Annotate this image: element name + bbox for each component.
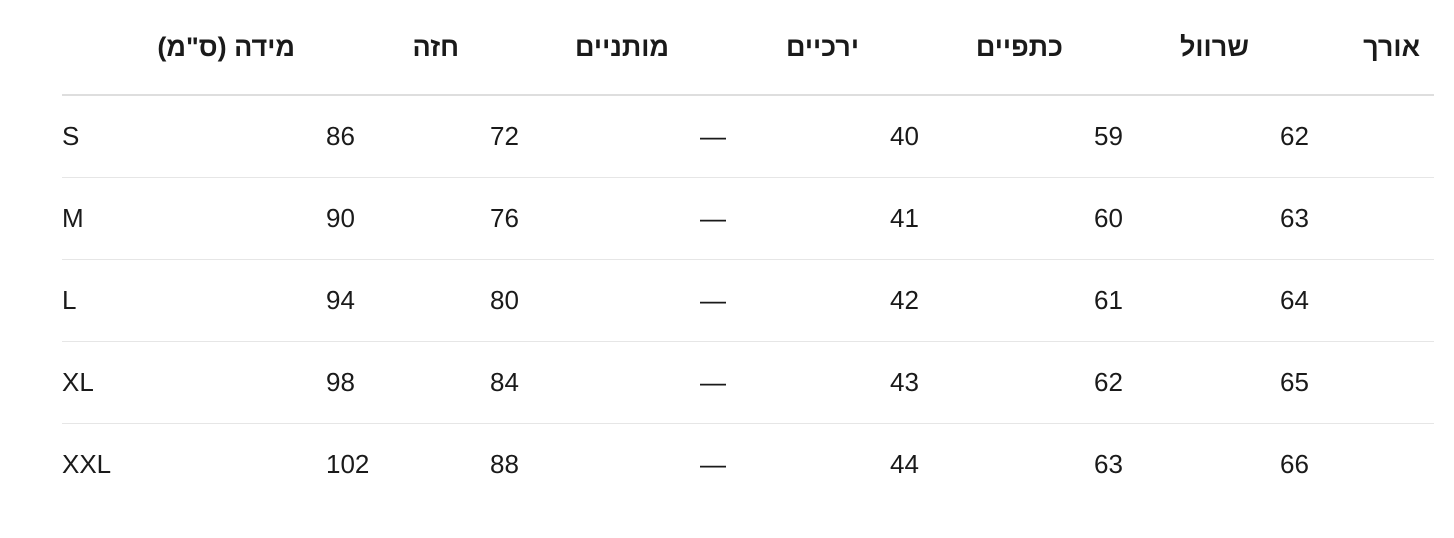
cell-sleeve: 59: [1094, 95, 1280, 178]
cell-size: M: [62, 177, 326, 260]
cell-length: 63: [1280, 177, 1434, 260]
cell-shoulders: 40: [890, 95, 1094, 178]
cell-hips: —: [700, 449, 726, 479]
cell-shoulders: 41: [890, 177, 1094, 260]
cell-shoulders: 42: [890, 259, 1094, 342]
cell-length: 66: [1280, 449, 1309, 479]
table-row: S 86 72—40 59 62: [62, 95, 1434, 178]
cell-hips: —: [700, 341, 890, 424]
cell-hips: —: [700, 259, 890, 342]
cell-chest: 90: [326, 177, 490, 260]
header-hips: ירכיים: [700, 0, 890, 96]
cell-hips: —: [700, 177, 890, 260]
cell-chest: 94: [326, 259, 490, 342]
cell-waist: 84: [490, 341, 700, 424]
table-row: XXL 102 88 — 44 63 66: [62, 424, 1434, 506]
cell-shoulders: 44: [890, 449, 919, 479]
cell-sleeve: 63: [1094, 449, 1123, 479]
header-row: מידה (ס"מ) חזה מותניים ירכיים כתפיים שרו…: [62, 0, 1434, 96]
table-row: M 90 76—41 60 63: [62, 177, 1434, 260]
cell-waist: 72: [490, 95, 700, 178]
cell-shoulders: 43: [890, 341, 1094, 424]
cell-size: L: [62, 259, 326, 342]
size-chart-table: מידה (ס"מ) חזה מותניים ירכיים כתפיים שרו…: [62, 0, 1434, 505]
cell-chest: 86: [326, 95, 490, 178]
header-sleeve: שרוול: [1094, 0, 1280, 96]
cell-sleeve: 62: [1094, 341, 1280, 424]
header-size: מידה (ס"מ): [62, 0, 326, 96]
header-length: אורך: [1280, 0, 1434, 96]
cell-chest: 98: [326, 341, 490, 424]
cell-size: XXL: [62, 449, 112, 479]
cell-length: 64: [1280, 259, 1434, 342]
cell-size: XL: [62, 341, 326, 424]
table-row: L 94 80—42 61 64: [62, 259, 1434, 342]
header-shoulders: כתפיים: [890, 0, 1094, 96]
cell-sleeve: 60: [1094, 177, 1280, 260]
cell-length: 65: [1280, 341, 1434, 424]
cell-waist: 88: [490, 449, 519, 479]
cell-sleeve: 61: [1094, 259, 1280, 342]
header-waist: מותניים: [490, 0, 700, 96]
header-chest: חזה: [326, 0, 490, 96]
cell-waist: 76: [490, 177, 700, 260]
table-row: XL 98 84—43 62 65: [62, 341, 1434, 424]
cell-size: S: [62, 95, 326, 178]
cell-hips: —: [700, 95, 890, 178]
cell-length: 62: [1280, 95, 1434, 178]
cell-chest: 102: [326, 449, 370, 479]
cell-waist: 80: [490, 259, 700, 342]
